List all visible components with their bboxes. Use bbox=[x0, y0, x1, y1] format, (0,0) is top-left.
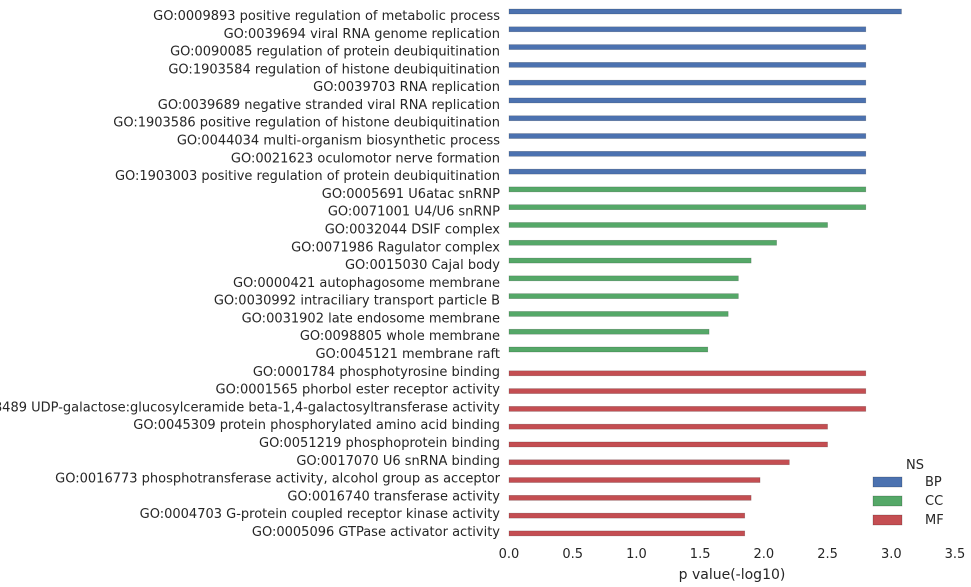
category-label: GO:0039703 RNA replication bbox=[313, 80, 500, 95]
bar-bp bbox=[508, 168, 867, 175]
category-label: GO:0045309 protein phosphorylated amino … bbox=[133, 418, 500, 433]
bar-cc bbox=[508, 311, 729, 317]
x-tick-label: 2.5 bbox=[817, 547, 838, 562]
legend-title: NS bbox=[906, 458, 924, 473]
bar-bp bbox=[508, 97, 867, 104]
category-label: GO:0017070 U6 snRNA binding bbox=[296, 454, 500, 469]
legend-swatch-bp bbox=[872, 476, 903, 488]
legend-label-mf: MF bbox=[925, 513, 944, 528]
category-label: GO:1903586 positive regulation of histon… bbox=[113, 116, 500, 131]
bar-mf bbox=[508, 512, 746, 519]
bar-mf bbox=[508, 370, 867, 377]
bar-mf bbox=[508, 477, 761, 483]
bar-mf bbox=[508, 495, 752, 501]
category-label: GO:0005096 GTPase activator activity bbox=[252, 525, 500, 540]
legend-swatch-cc bbox=[872, 495, 903, 507]
category-label: GO:0021623 oculomotor nerve formation bbox=[231, 151, 500, 166]
category-label: GO:0001565 phorbol ester receptor activi… bbox=[216, 383, 501, 398]
category-label: GO:0030992 intraciliary transport partic… bbox=[214, 294, 500, 309]
bar-bp bbox=[508, 44, 867, 50]
bar-cc bbox=[508, 346, 709, 353]
category-label: GO:0004703 G-protein coupled receptor ki… bbox=[140, 507, 501, 522]
bar-mf bbox=[508, 441, 828, 448]
category-label: GO:1903003 positive regulation of protei… bbox=[115, 169, 500, 184]
category-label: GO:0016740 transferase activity bbox=[287, 489, 500, 504]
x-axis-label: p value(-log10) bbox=[679, 567, 786, 583]
x-tick-label: 2.0 bbox=[754, 547, 775, 562]
category-label: GO:0051219 phosphoprotein binding bbox=[259, 436, 500, 451]
legend-label-bp: BP bbox=[925, 475, 942, 490]
category-label: GO:0071986 Ragulator complex bbox=[291, 240, 500, 255]
x-tick-label: 0.5 bbox=[562, 547, 583, 562]
bar-bp bbox=[508, 62, 867, 68]
bar-cc bbox=[508, 275, 739, 282]
category-label: GO:0000421 autophagosome membrane bbox=[233, 276, 500, 291]
bar-cc bbox=[508, 222, 828, 228]
bar-bp bbox=[508, 115, 867, 122]
x-tick-label: 3.0 bbox=[881, 547, 902, 562]
category-label: GO:1903584 regulation of histone deubiqu… bbox=[168, 62, 500, 77]
bar-mf bbox=[508, 423, 828, 430]
category-label: GO:0015030 Cajal body bbox=[345, 258, 500, 273]
legend: NS BP CC MF bbox=[872, 458, 944, 528]
category-label: GO:0009893 positive regulation of metabo… bbox=[153, 9, 500, 24]
bar-cc bbox=[508, 239, 777, 246]
x-tick-label: 0.0 bbox=[499, 547, 520, 562]
bar-mf bbox=[508, 406, 867, 412]
bar-mf bbox=[508, 388, 867, 394]
bar-cc bbox=[508, 293, 739, 299]
category-label: GO:0039694 viral RNA genome replication bbox=[224, 27, 500, 42]
x-tick-label: 1.0 bbox=[626, 547, 647, 562]
category-label: GO:0016773 phosphotransferase activity, … bbox=[55, 472, 500, 487]
bar-bp bbox=[508, 8, 902, 15]
legend-swatch-mf bbox=[872, 514, 903, 526]
category-label: GO:0044034 multi-organism biosynthetic p… bbox=[177, 134, 500, 149]
bar-bp bbox=[508, 26, 867, 33]
bar-cc bbox=[508, 328, 710, 335]
x-tick-label: 3.5 bbox=[945, 547, 966, 562]
category-label: GO:0071001 U4/U6 snRNP bbox=[328, 205, 500, 220]
category-label: GO:0098805 whole membrane bbox=[300, 329, 500, 344]
legend-label-cc: CC bbox=[925, 494, 943, 509]
x-axis-ticks: 0.0 0.5 1.0 1.5 2.0 2.5 3.0 3.5 bbox=[499, 547, 966, 562]
bar-cc bbox=[508, 186, 867, 193]
bars-layer bbox=[508, 8, 902, 537]
category-label: GO:0008489 UDP-galactose:glucosylceramid… bbox=[0, 400, 500, 415]
x-tick-label: 1.5 bbox=[690, 547, 711, 562]
category-label: GO:0032044 DSIF complex bbox=[325, 222, 501, 237]
category-label: GO:0031902 late endosome membrane bbox=[242, 311, 500, 326]
category-labels: GO:0009893 positive regulation of metabo… bbox=[0, 9, 501, 540]
category-label: GO:0005691 U6atac snRNP bbox=[322, 187, 500, 202]
bar-bp bbox=[508, 133, 867, 139]
category-label: GO:0090085 regulation of protein deubiqu… bbox=[170, 45, 500, 60]
bar-bp bbox=[508, 79, 867, 86]
category-label: GO:0001784 phosphotyrosine binding bbox=[253, 365, 500, 380]
bar-mf bbox=[508, 530, 746, 537]
bar-cc bbox=[508, 257, 752, 264]
bar-mf bbox=[508, 459, 790, 466]
bar-cc bbox=[508, 204, 867, 210]
bar-bp bbox=[508, 151, 867, 157]
category-label: GO:0039689 negative stranded viral RNA r… bbox=[158, 98, 500, 113]
category-label: GO:0045121 membrane raft bbox=[315, 347, 500, 362]
